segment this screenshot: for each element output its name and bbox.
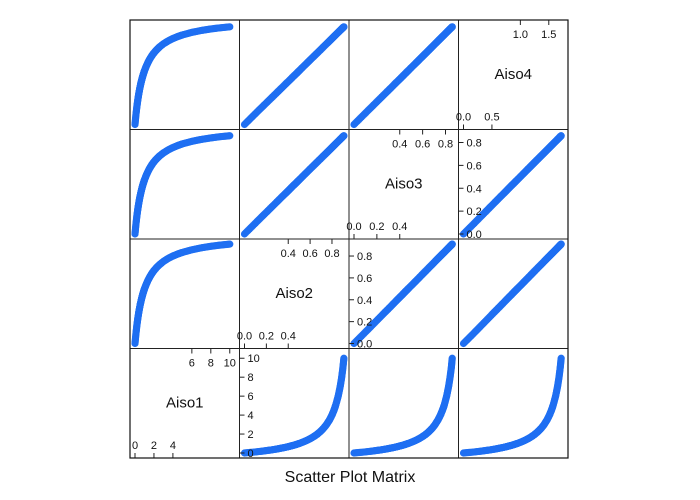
diagonal-label-aiso4: Aiso4 [494, 66, 532, 83]
tick-label: 0.4 [281, 331, 296, 343]
tick-label: 0 [132, 440, 138, 452]
tick-label: 0.2 [259, 331, 274, 343]
tick-label: 0.0 [357, 339, 372, 351]
tick-label: 6 [248, 391, 254, 403]
matrix-frame [129, 19, 569, 459]
tick-label: 0.0 [237, 331, 252, 343]
tick-label: 6 [189, 358, 195, 370]
data-point [448, 23, 456, 31]
data-point [448, 240, 456, 248]
tick-label: 2 [151, 440, 157, 452]
tick-label: 4 [170, 440, 176, 452]
diagonal-label-aiso1: Aiso1 [166, 394, 204, 411]
tick-label: 8 [248, 372, 254, 384]
tick-label: 0.8 [324, 248, 339, 260]
tick-label: 0.8 [357, 251, 372, 263]
tick-label: 1.5 [541, 29, 556, 41]
data-point [557, 240, 565, 248]
diagonal-label-aiso3: Aiso3 [385, 175, 423, 192]
tick-label: 10 [248, 353, 260, 365]
tick-label: 10 [224, 358, 236, 370]
data-point [226, 132, 234, 140]
tick-label: 0.2 [467, 206, 482, 218]
data-point [340, 23, 348, 31]
tick-label: 8 [208, 358, 214, 370]
data-point [557, 132, 565, 140]
tick-label: 1.0 [513, 29, 528, 41]
tick-label: 0.4 [392, 139, 407, 151]
data-point [448, 354, 456, 362]
tick-label: 0.6 [302, 248, 317, 260]
tick-label: 0.6 [357, 273, 372, 285]
tick-label: 0.0 [346, 221, 361, 233]
tick-label: 0.0 [456, 112, 471, 124]
data-point [226, 23, 234, 31]
diagonal-label-aiso2: Aiso2 [275, 285, 313, 302]
tick-label: 0.5 [484, 112, 499, 124]
tick-label: 0.6 [415, 139, 430, 151]
tick-label: 2 [248, 429, 254, 441]
tick-label: 4 [248, 410, 254, 422]
data-point [557, 354, 565, 362]
tick-label: 0.6 [467, 160, 482, 172]
tick-label: 0.2 [357, 317, 372, 329]
data-point [226, 240, 234, 248]
tick-label: 0.8 [467, 138, 482, 150]
tick-label: 0.4 [467, 183, 482, 195]
data-point [340, 354, 348, 362]
tick-label: 0.8 [438, 139, 453, 151]
tick-label: 0.2 [369, 221, 384, 233]
tick-label: 0.4 [357, 295, 372, 307]
tick-label: 0.4 [392, 221, 407, 233]
tick-label: 0.0 [467, 229, 482, 241]
data-point [340, 132, 348, 140]
x-axis-label: Scatter Plot Matrix [284, 469, 416, 486]
tick-label: 0 [248, 448, 254, 460]
tick-label: 0.4 [281, 248, 296, 260]
